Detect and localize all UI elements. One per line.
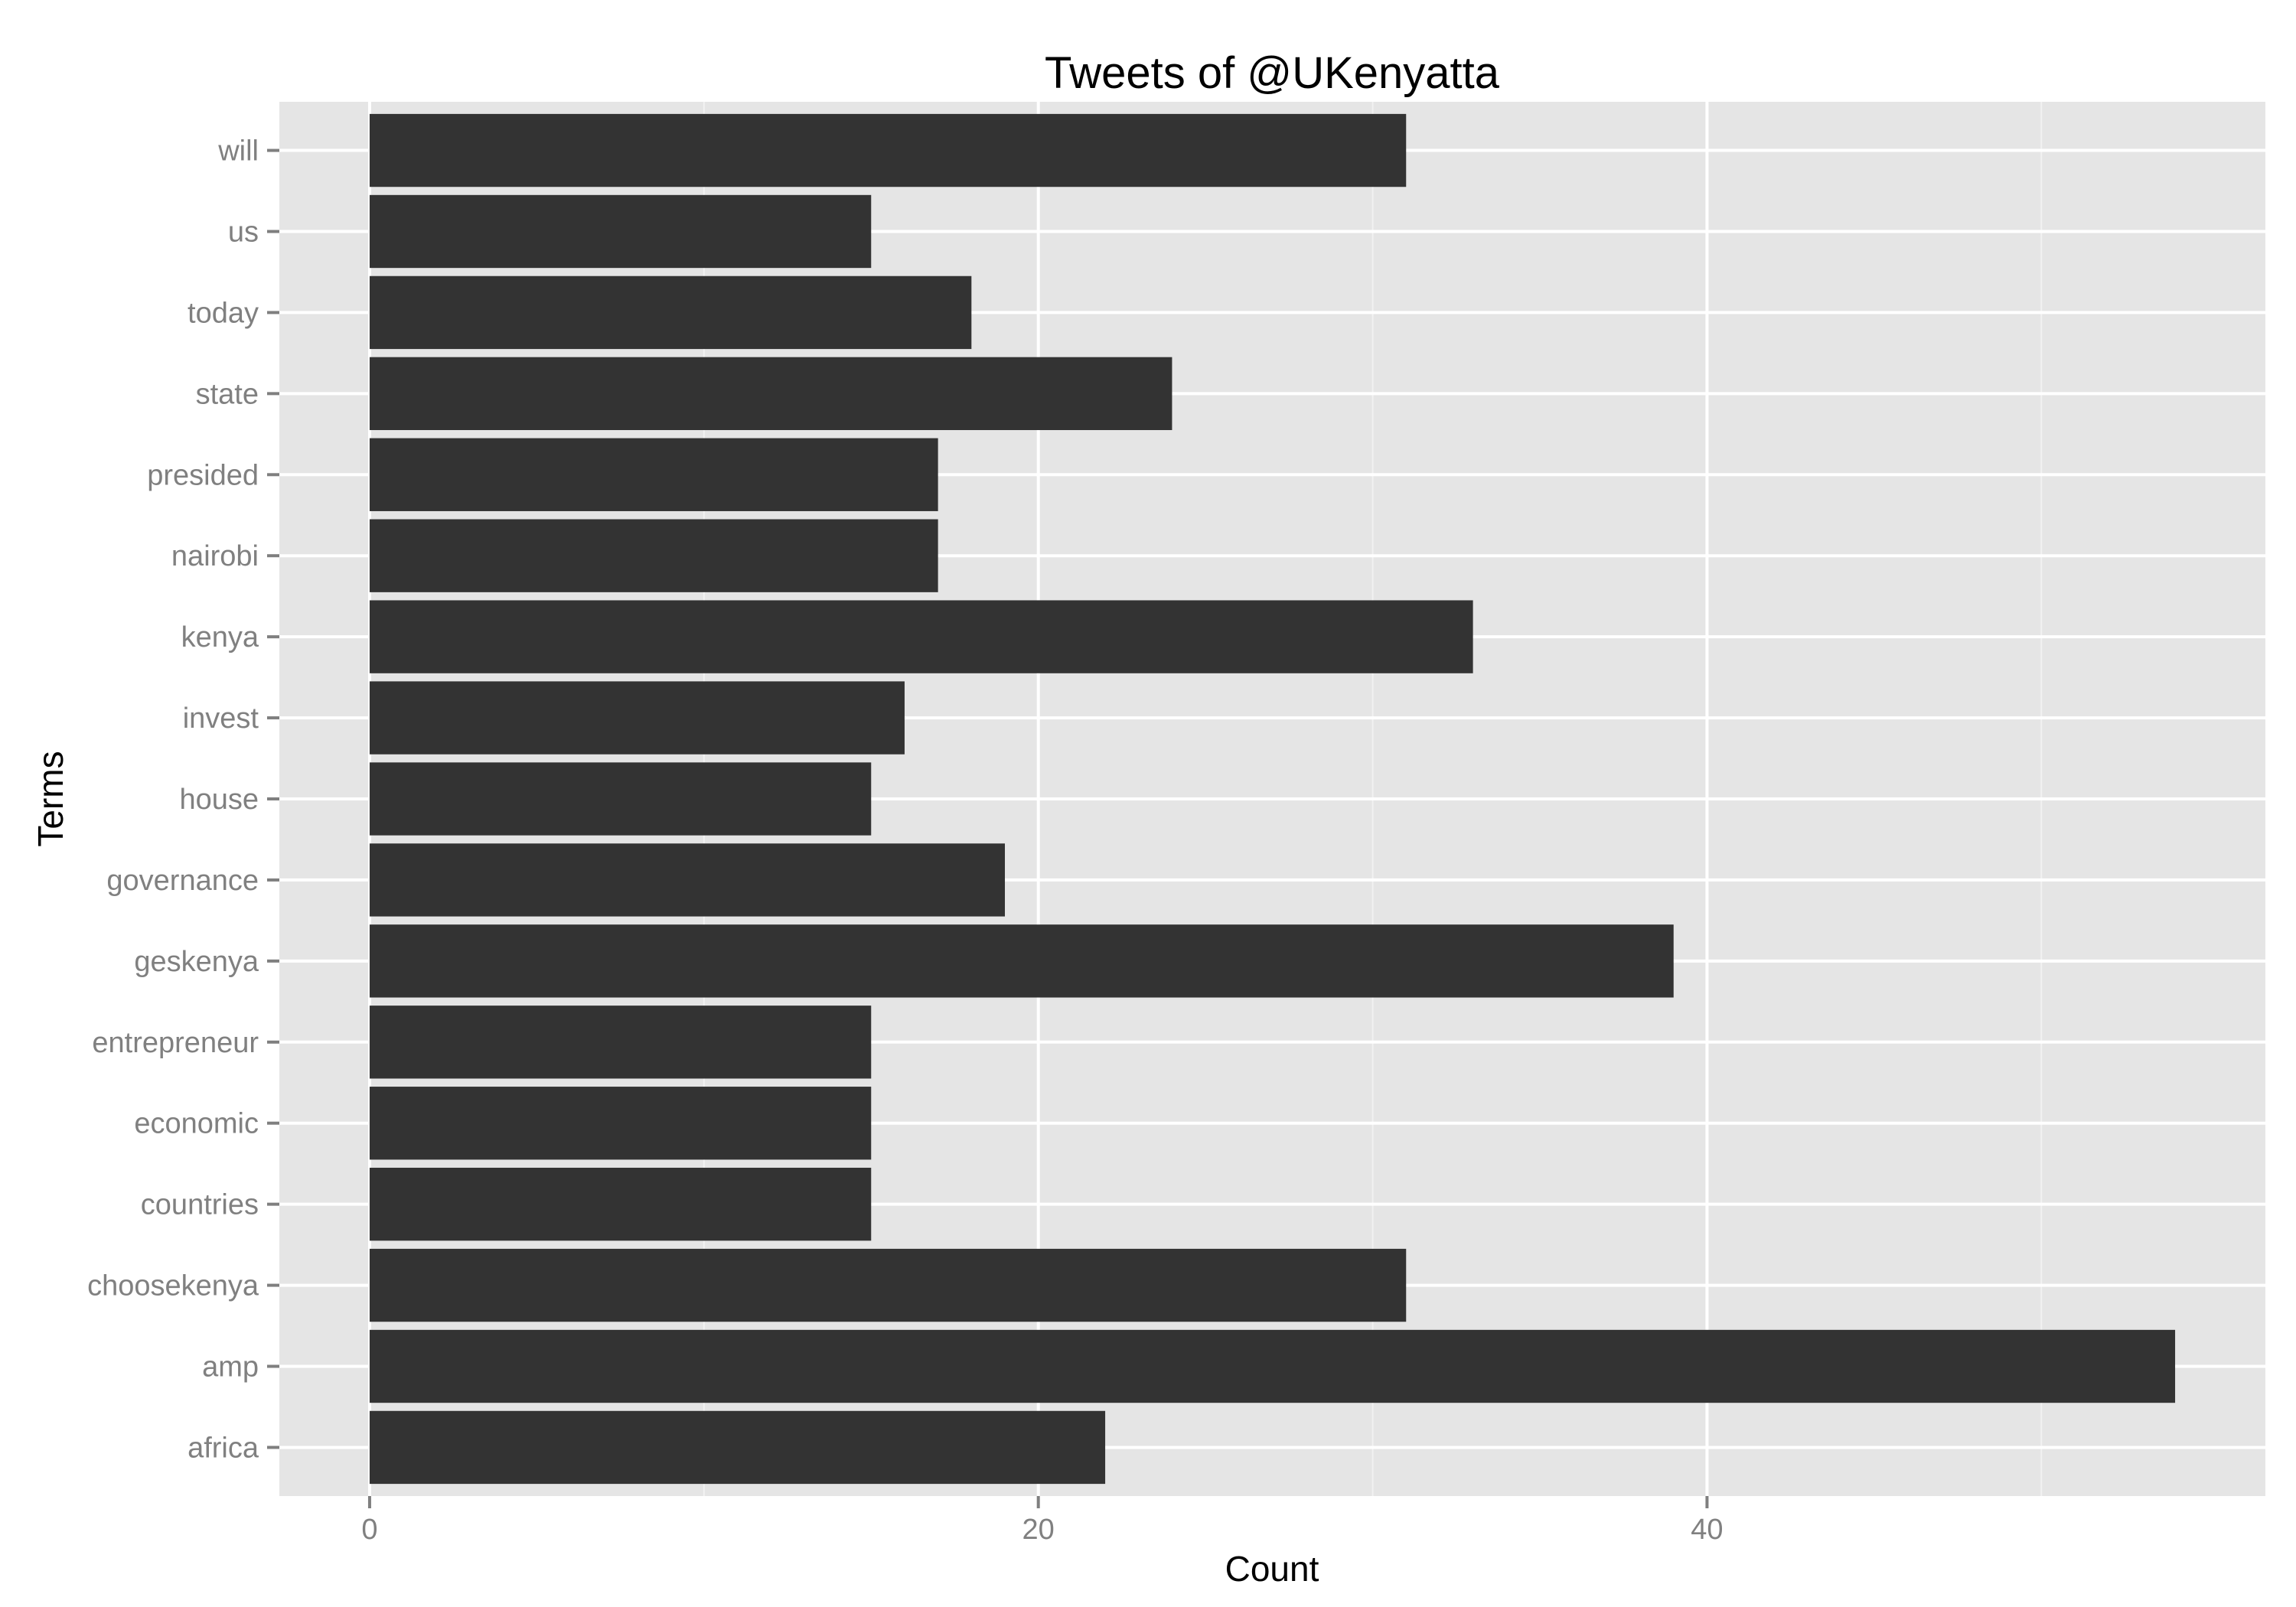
x-tick-label: 20 xyxy=(1022,1514,1055,1546)
bar-countries xyxy=(369,1167,872,1241)
bar-governance xyxy=(369,843,1006,917)
bar-geskenya xyxy=(369,924,1674,998)
bar-invest xyxy=(369,681,905,755)
y-tick-label: invest xyxy=(183,702,259,735)
y-tick-label: will xyxy=(217,135,259,168)
x-axis: 0 20 40 xyxy=(361,1496,1724,1546)
y-tick-label: choosekenya xyxy=(87,1270,259,1302)
chart-title: Tweets of @UKenyatta xyxy=(1045,48,1500,98)
bar-house xyxy=(369,762,872,836)
y-tick-label: governance xyxy=(106,865,259,897)
bar-nairobi xyxy=(369,519,938,592)
bar-amp xyxy=(369,1329,2176,1403)
bars xyxy=(369,113,2176,1485)
x-tick-label: 40 xyxy=(1691,1514,1723,1546)
bar-us xyxy=(369,194,872,269)
y-tick-label: house xyxy=(179,784,259,816)
y-axis-title: Terms xyxy=(31,751,70,846)
bar-presided xyxy=(369,438,938,511)
bar-africa xyxy=(369,1410,1106,1485)
y-tick-label: us xyxy=(228,216,259,248)
bar-choosekenya xyxy=(369,1248,1407,1322)
y-tick-label: countries xyxy=(141,1189,259,1221)
bar-kenya xyxy=(369,600,1473,673)
bar-economic xyxy=(369,1087,872,1160)
bar-will xyxy=(369,113,1407,187)
y-tick-label: presided xyxy=(147,459,259,491)
y-tick-label: africa xyxy=(188,1432,259,1464)
y-tick-label: today xyxy=(188,297,259,329)
bar-entrepreneur xyxy=(369,1006,872,1079)
x-axis-title: Count xyxy=(1225,1549,1319,1589)
y-tick-label: nairobi xyxy=(171,540,259,572)
y-tick-label: kenya xyxy=(181,621,259,654)
y-tick-label: state xyxy=(196,378,259,410)
y-tick-label: entrepreneur xyxy=(92,1027,259,1059)
x-tick-label: 0 xyxy=(361,1514,377,1546)
y-tick-label: amp xyxy=(202,1351,259,1384)
y-axis: africa amp choosekenya countries economic ent… xyxy=(87,135,279,1464)
bar-today xyxy=(369,275,972,350)
y-tick-label: geskenya xyxy=(134,946,259,978)
y-tick-label: economic xyxy=(134,1108,259,1140)
bar-state xyxy=(369,357,1172,431)
